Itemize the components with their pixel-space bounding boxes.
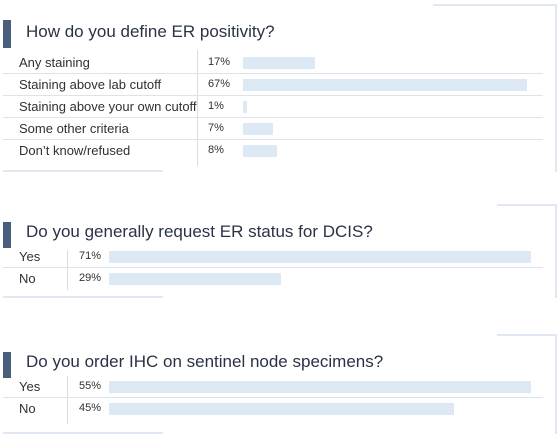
- bar: [109, 251, 531, 263]
- chart-title: Do you order IHC on sentinel node specim…: [26, 352, 384, 371]
- bar: [243, 123, 273, 135]
- category-label: Yes: [19, 249, 41, 264]
- panel-accent: [3, 222, 11, 248]
- bar-row: Yes 55%: [3, 376, 543, 398]
- bar: [109, 403, 454, 415]
- bar: [109, 381, 531, 393]
- panel-accent: [3, 20, 11, 48]
- category-label: Yes: [19, 379, 41, 394]
- value-label: 7%: [208, 122, 224, 134]
- value-label: 67%: [208, 78, 231, 90]
- column-divider: [197, 50, 198, 166]
- category-label: Staining above lab cutoff: [19, 77, 162, 92]
- column-divider: [67, 376, 68, 424]
- value-label: 17%: [208, 56, 231, 68]
- panel-frame-right: [555, 204, 557, 298]
- category-label: Staining above your own cutoff: [19, 99, 197, 114]
- bar-row: Yes 71%: [3, 246, 543, 268]
- panel-frame-top: [433, 4, 557, 6]
- bar-row: Staining above your own cutoff 1%: [3, 96, 543, 118]
- value-label: 55%: [79, 380, 102, 392]
- column-divider: [67, 250, 68, 290]
- bar-row: Staining above lab cutoff 67%: [3, 74, 543, 96]
- bar-row: Don’t know/refused 8%: [3, 140, 543, 162]
- bar-row: Some other criteria 7%: [3, 118, 543, 140]
- er-positivity-panel: How do you define ER positivity? Any sta…: [3, 4, 557, 172]
- bar: [243, 145, 277, 157]
- bar: [243, 101, 247, 113]
- bar-row: No 29%: [3, 268, 543, 290]
- panel-accent: [3, 352, 11, 378]
- panel-frame-bottom: [3, 170, 163, 172]
- bar-row: No 45%: [3, 398, 543, 420]
- value-label: 45%: [79, 402, 102, 414]
- panel-frame-top: [497, 204, 557, 206]
- bar-row: Any staining 17%: [3, 52, 543, 74]
- row-separator: [3, 139, 543, 140]
- value-label: 29%: [79, 272, 102, 284]
- category-label: No: [19, 401, 36, 416]
- chart-title: How do you define ER positivity?: [26, 22, 275, 41]
- dcis-er-status-panel: Do you generally request ER status for D…: [3, 204, 557, 298]
- bar: [243, 57, 315, 69]
- row-separator: [3, 397, 543, 398]
- value-label: 8%: [208, 144, 224, 156]
- bar: [109, 273, 281, 285]
- row-separator: [3, 95, 543, 96]
- ihc-sentinel-node-panel: Do you order IHC on sentinel node specim…: [3, 334, 557, 434]
- panel-frame-right: [555, 4, 557, 172]
- bar: [243, 79, 527, 91]
- category-label: Don’t know/refused: [19, 143, 131, 158]
- row-separator: [3, 267, 543, 268]
- category-label: Any staining: [19, 55, 90, 70]
- panel-frame-right: [555, 334, 557, 434]
- row-separator: [3, 117, 543, 118]
- category-label: No: [19, 271, 36, 286]
- value-label: 71%: [79, 250, 102, 262]
- category-label: Some other criteria: [19, 121, 129, 136]
- chart-title: Do you generally request ER status for D…: [26, 222, 373, 241]
- row-separator: [3, 73, 543, 74]
- panel-frame-bottom: [3, 296, 163, 298]
- value-label: 1%: [208, 100, 224, 112]
- panel-frame-bottom: [3, 432, 163, 434]
- panel-frame-top: [497, 334, 557, 336]
